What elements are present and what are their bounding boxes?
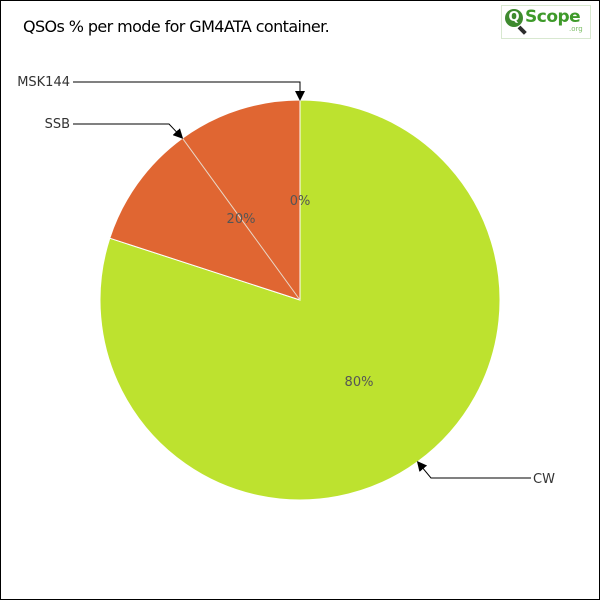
slice-divider-line bbox=[252, 234, 301, 301]
logo-subtext: .org bbox=[569, 25, 583, 33]
leader-line-msk144 bbox=[73, 81, 305, 101]
logo-text: Scope bbox=[525, 7, 581, 27]
slice-label-ssb: SSB bbox=[45, 117, 70, 132]
slice-divider-line bbox=[182, 137, 254, 236]
qscope-logo[interactable]: Q Scope .org bbox=[501, 5, 591, 39]
percent-label-msk144: 0% bbox=[290, 194, 311, 209]
slice-label-cw: CW bbox=[533, 472, 555, 487]
leader-line-cw bbox=[416, 461, 531, 479]
chart-title: QSOs % per mode for GM4ATA container. bbox=[23, 17, 330, 36]
slice-label-msk144: MSK144 bbox=[17, 75, 70, 90]
leader-line-ssb bbox=[73, 123, 184, 139]
magnifier-icon: Q bbox=[505, 9, 523, 27]
percent-label-cw: 80% bbox=[345, 375, 374, 390]
percent-label-ssb: 20% bbox=[227, 212, 256, 227]
